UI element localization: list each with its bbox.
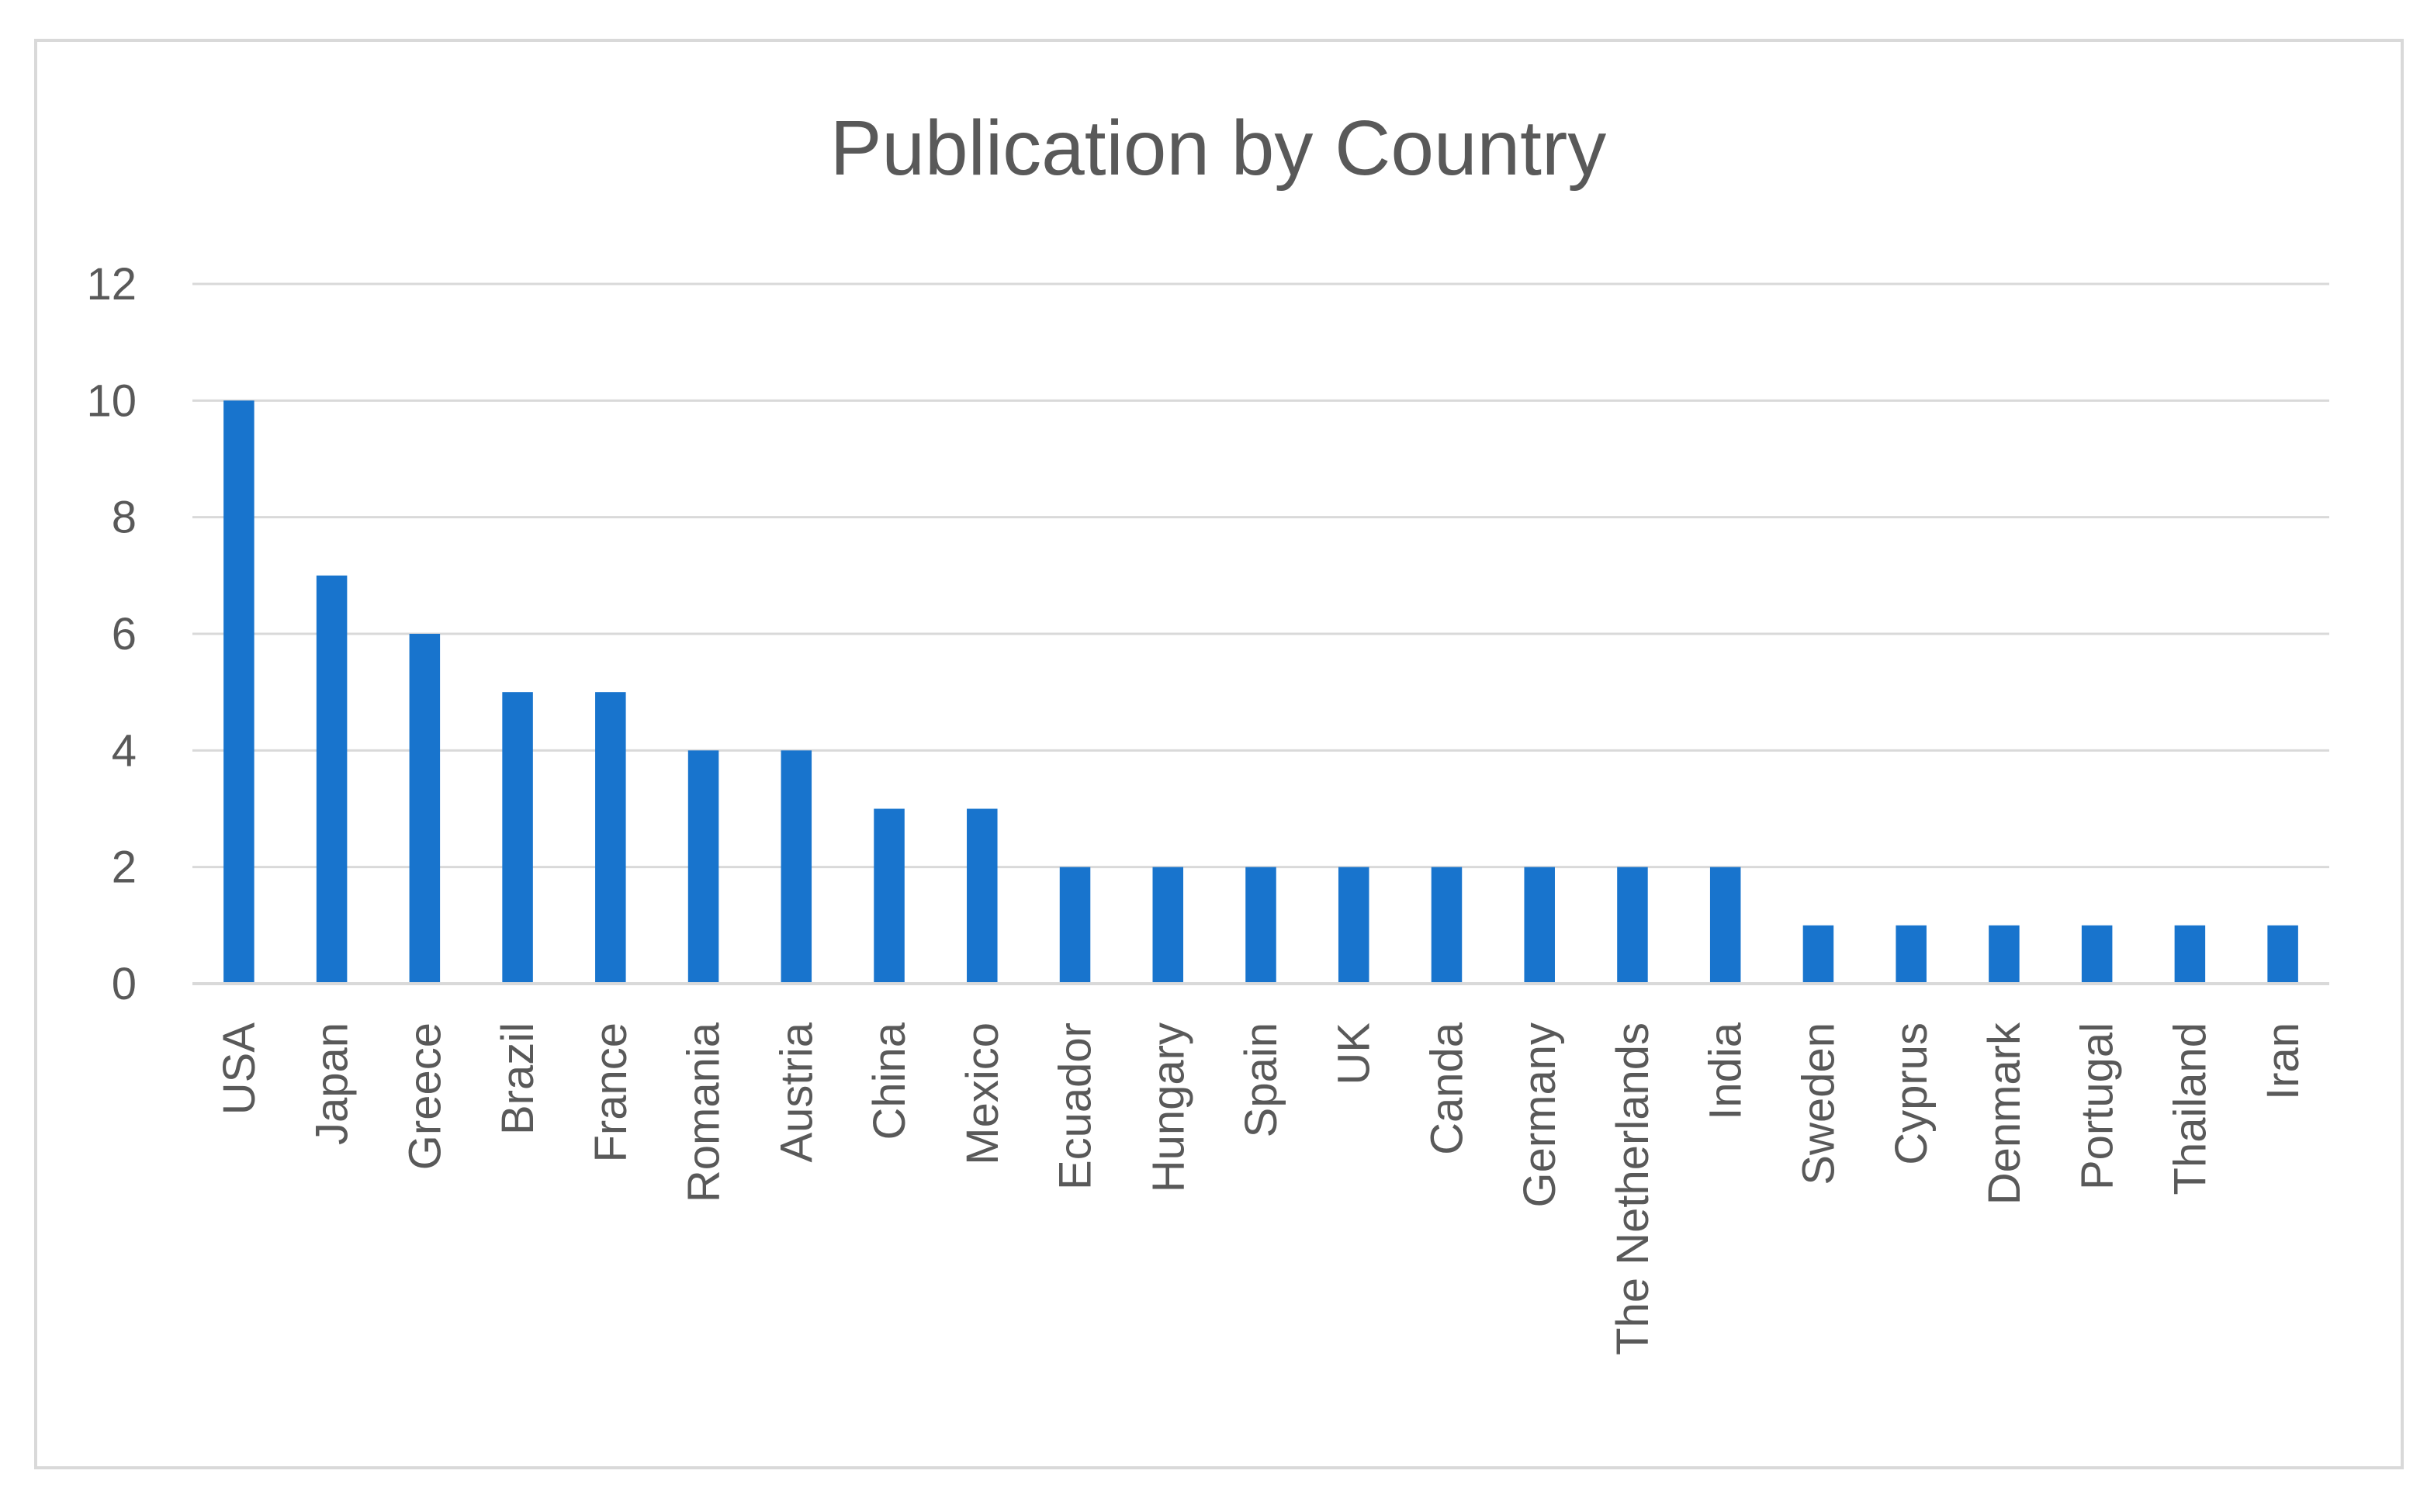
x-tick-label: Thailand xyxy=(2165,1022,2215,1195)
x-tick-label: Greece xyxy=(400,1022,450,1170)
bar-india xyxy=(1709,867,1741,984)
bar-austria xyxy=(781,750,812,984)
bar-iran xyxy=(2267,925,2298,984)
x-axis-ticks: USA Japan Greece Brazil France Romania Austria… xyxy=(214,1022,2308,1355)
x-tick-label: Sweden xyxy=(1793,1022,1844,1185)
x-tick-label: Brazil xyxy=(493,1022,543,1135)
y-tick-label: 2 xyxy=(112,842,137,893)
gridlines xyxy=(192,282,2329,869)
y-axis-ticks: 0 2 4 6 8 10 12 xyxy=(86,259,137,1009)
x-tick-label: Japan xyxy=(307,1022,358,1145)
x-tick-label: Germany xyxy=(1515,1022,1565,1208)
bar-ecuador xyxy=(1059,867,1091,984)
bar-japan xyxy=(316,575,348,984)
x-tick-label: Ecuador xyxy=(1051,1022,1101,1190)
y-tick-label: 0 xyxy=(112,959,137,1009)
x-tick-label: Cyprus xyxy=(1886,1022,1937,1165)
x-tick-label: Romania xyxy=(679,1022,729,1202)
x-tick-label: Iran xyxy=(2258,1022,2308,1100)
x-tick-label: France xyxy=(586,1022,636,1163)
bar-the-netherlands xyxy=(1617,867,1648,984)
bar-spain xyxy=(1245,867,1276,984)
bar-thailand xyxy=(2174,925,2206,984)
x-tick-label: UK xyxy=(1329,1022,1380,1085)
chart-title: Publication by Country xyxy=(830,105,1607,192)
bar-france xyxy=(595,692,626,984)
bar-mexico xyxy=(967,808,998,984)
bar-portugal xyxy=(2081,925,2113,984)
y-tick-label: 8 xyxy=(112,493,137,543)
x-tick-label: India xyxy=(1701,1022,1751,1120)
bar-canda xyxy=(1431,867,1463,984)
bar-denmark xyxy=(1989,925,2020,984)
bar-brazil xyxy=(502,692,533,984)
x-tick-label: Portugal xyxy=(2072,1022,2123,1190)
bars xyxy=(223,400,2298,984)
bar-china xyxy=(874,808,905,984)
x-tick-label: China xyxy=(864,1022,915,1140)
x-tick-label: Spain xyxy=(1236,1022,1286,1137)
x-tick-label: Mexico xyxy=(957,1022,1008,1165)
y-tick-label: 6 xyxy=(112,609,137,659)
chart-area-border xyxy=(34,39,2404,1469)
x-tick-label: Canda xyxy=(1421,1022,1472,1155)
bar-romania xyxy=(687,750,719,984)
bar-germany xyxy=(1524,867,1555,984)
y-tick-label: 10 xyxy=(86,375,137,426)
x-tick-label: Austria xyxy=(771,1022,822,1162)
y-tick-label: 4 xyxy=(112,725,137,776)
bar-usa xyxy=(223,400,254,984)
x-tick-label: The Netherlands xyxy=(1608,1022,1658,1355)
bar-uk xyxy=(1338,867,1369,984)
x-tick-label: Hungary xyxy=(1143,1022,1193,1192)
bar-greece xyxy=(409,634,441,984)
bar-cyprus xyxy=(1896,925,1927,984)
bar-sweden xyxy=(1802,925,1834,984)
y-tick-label: 12 xyxy=(86,259,137,310)
x-tick-label: USA xyxy=(214,1022,265,1116)
x-tick-label: Denmark xyxy=(1979,1022,2030,1205)
bar-hungary xyxy=(1152,867,1184,984)
